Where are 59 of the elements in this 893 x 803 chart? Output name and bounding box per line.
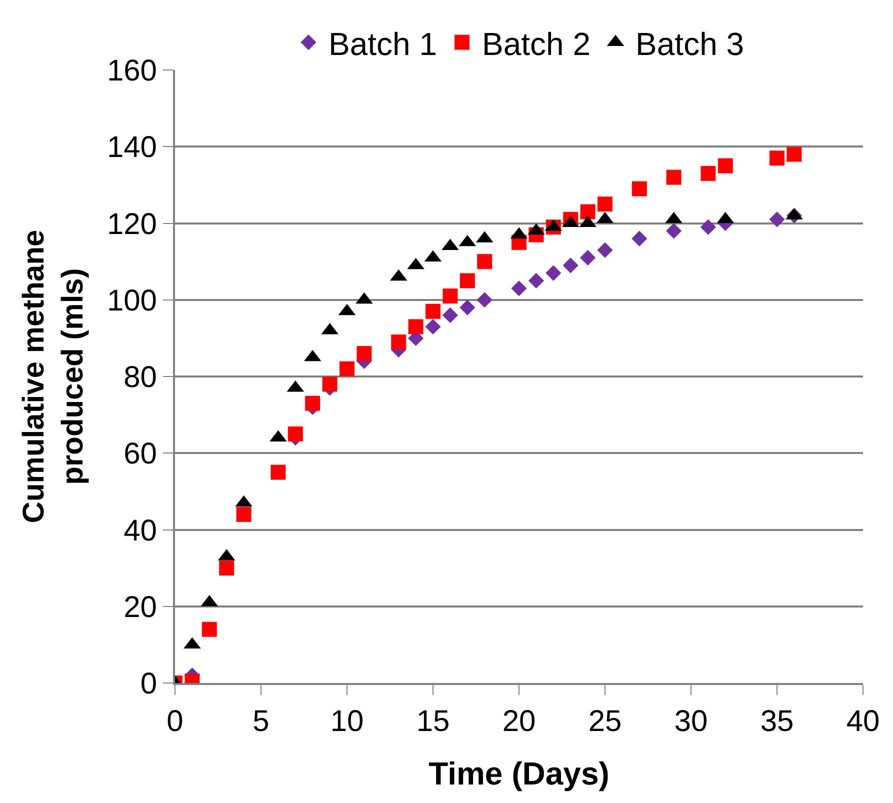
point (270, 464, 286, 480)
point (322, 376, 338, 392)
y-tick-label: 120 (106, 208, 157, 241)
point (597, 242, 613, 258)
x-tick-label: 30 (674, 705, 708, 738)
point (632, 181, 647, 196)
y-tick-label: 160 (106, 54, 157, 88)
point (425, 318, 441, 334)
point (356, 346, 372, 362)
point (632, 230, 648, 246)
y-tick-label: 0 (140, 668, 157, 700)
point (546, 265, 562, 281)
point (562, 258, 578, 274)
point (700, 219, 716, 235)
y-axis-title: Cumulative methane produced (mls) (17, 230, 90, 524)
point (770, 150, 784, 166)
point (476, 292, 492, 308)
y-tick-label: 100 (106, 284, 157, 318)
point (511, 280, 527, 296)
y-tick-label: 60 (124, 438, 157, 471)
point (391, 334, 406, 350)
point (718, 158, 733, 174)
legend-label: Batch 1 (328, 26, 438, 62)
x-tick-label: 35 (760, 705, 794, 738)
point (442, 307, 458, 323)
point (340, 361, 354, 376)
point (528, 272, 544, 289)
point (598, 196, 612, 212)
legend-label: Batch 3 (636, 26, 744, 62)
point (460, 300, 476, 316)
point (580, 250, 596, 266)
point (769, 212, 785, 228)
point (236, 506, 252, 522)
x-tick-label: 10 (330, 705, 364, 738)
point (426, 304, 440, 319)
x-tick-label: 5 (252, 705, 270, 738)
x-tick-label: 20 (502, 705, 536, 738)
point (700, 166, 716, 181)
point (219, 560, 234, 576)
x-tick-label: 40 (846, 705, 880, 738)
y-tick-label: 20 (124, 590, 157, 624)
x-axis-title: Time (Days) (428, 755, 610, 792)
point (408, 319, 424, 334)
point (580, 204, 596, 220)
point (460, 273, 475, 288)
x-tick-label: 25 (588, 705, 622, 738)
x-tick-label: 15 (416, 705, 450, 738)
point (666, 170, 682, 185)
point (442, 288, 458, 304)
point (288, 426, 303, 442)
y-tick-label: 40 (124, 514, 157, 548)
point (666, 223, 682, 239)
point (786, 146, 802, 162)
legend-label: Batch 2 (482, 26, 591, 62)
y-tick-label: 80 (124, 361, 157, 394)
point (477, 254, 492, 270)
x-tick-label: 0 (166, 705, 184, 738)
y-tick-label: 140 (106, 131, 157, 164)
point (202, 622, 217, 637)
